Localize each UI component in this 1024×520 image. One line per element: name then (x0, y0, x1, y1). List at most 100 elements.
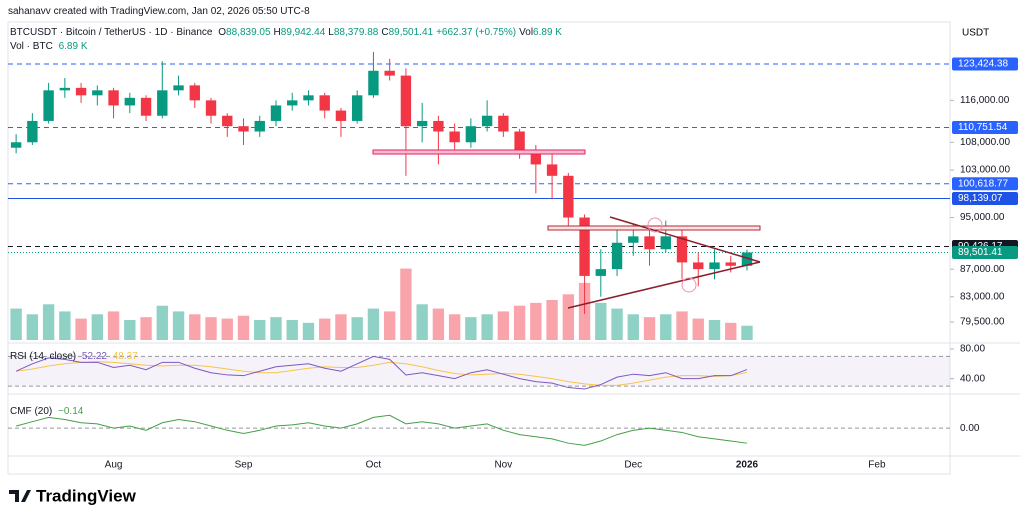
candle-body (27, 120, 38, 143)
volume-value: 6.89 K (58, 41, 88, 52)
volume-bar (611, 308, 623, 340)
legend-value: 88,379.88 (333, 27, 379, 38)
volume-bar (26, 314, 39, 340)
volume-bar (741, 325, 753, 340)
marker-circle (681, 277, 697, 293)
level-label: 100,618.77 (958, 178, 1008, 189)
frame (7, 21, 951, 475)
volume-bar (205, 317, 217, 340)
volume-bar (140, 317, 152, 340)
y-tick-label: 87,000.00 (960, 264, 1005, 275)
logo-mark (9, 490, 31, 502)
candle-body (611, 242, 623, 270)
cmf-value: −0.14 (58, 406, 84, 417)
triangle-line (609, 216, 761, 263)
candle-body (59, 87, 71, 91)
y-tick-label: 79,500.00 (960, 317, 1005, 328)
volume-bar (254, 320, 266, 340)
volume-bar (725, 322, 737, 340)
rsi-title: RSI (14, close) (10, 351, 77, 362)
candle-body (530, 153, 542, 165)
volume-bar (302, 322, 315, 340)
cmf-legend: CMF (20) −0.14 (10, 406, 86, 417)
volume-bar (627, 314, 639, 340)
level-label: 89,501.41 (958, 247, 1003, 258)
level-label: 123,424.38 (958, 59, 1008, 70)
level-label-box (952, 57, 1018, 71)
legend-key: Vol (519, 27, 534, 38)
candle-body (676, 236, 688, 263)
candle-body (368, 70, 379, 96)
candle-body (124, 97, 136, 106)
marker-circle (647, 217, 663, 233)
volume-bar (708, 320, 721, 340)
candle-body (433, 120, 444, 132)
marks: Aug Sep Oct Nov Dec 2026 Feb 116,000.00 108,000.… (8, 51, 1018, 471)
candle-body (563, 175, 574, 218)
volume-bar (416, 304, 428, 340)
candle-body (579, 217, 590, 276)
volume-legend: Vol · BTC 6.89 K (10, 41, 91, 52)
currency: USDT (962, 28, 989, 39)
volume-bar (286, 320, 298, 340)
x-tick-label: Aug (105, 460, 123, 471)
volume-bar (42, 304, 55, 340)
volume-bar (497, 311, 510, 340)
volume-bar (351, 317, 363, 340)
rsi-ma-line (16, 361, 748, 386)
cmf-line (15, 414, 748, 446)
y-tick-label: 40.00 (960, 373, 985, 384)
volume-bar (91, 314, 104, 340)
volume-bar (59, 311, 71, 340)
volume-bar (237, 315, 250, 340)
candle-body (595, 269, 607, 276)
legend-key: L (328, 27, 334, 38)
volume-bar (335, 314, 347, 340)
candle-body (189, 85, 200, 101)
y-tick-label: 103,000.00 (960, 165, 1010, 176)
candle-body (319, 95, 330, 111)
x-tick-label: 2026 (736, 460, 759, 471)
candle-body (254, 120, 265, 132)
y-tick-label: 83,000.00 (960, 291, 1005, 302)
legend-key: O (218, 27, 227, 38)
y-tick-label: 116,000.00 (960, 95, 1010, 106)
volume-bar (546, 300, 558, 340)
zone-drawing (547, 225, 761, 231)
candle-body (660, 236, 671, 250)
level-label-box (952, 191, 1018, 205)
volume-bar (562, 294, 575, 340)
candle-body (741, 252, 753, 266)
legend-key: H (273, 27, 281, 38)
legend-value: 88,839.05 (226, 27, 271, 38)
candle-body (157, 90, 168, 116)
volume-bar (481, 314, 493, 340)
candle-body (75, 87, 87, 96)
volume-bar (270, 317, 282, 340)
candle-body (43, 90, 54, 121)
volume-bar (530, 302, 542, 340)
volume-bar (107, 311, 120, 340)
volume-bar (400, 268, 412, 340)
candle-body (238, 126, 249, 132)
candle-body (400, 75, 412, 127)
x-tick-label: Sep (235, 460, 253, 471)
level-label-box (952, 245, 1018, 259)
candle-body (205, 100, 217, 116)
candle-body (449, 131, 460, 143)
x-tick-label: Oct (366, 460, 382, 471)
candle-body (335, 110, 347, 121)
volume-bar (676, 311, 688, 340)
cmf-title: CMF (20) (10, 406, 53, 417)
candle-body (303, 95, 314, 101)
volume-bar (432, 308, 445, 340)
y-tick-label: 108,000.00 (960, 137, 1010, 148)
candle-body (546, 164, 558, 176)
candle-body (416, 120, 428, 127)
volume-bar (465, 317, 477, 340)
volume-bar (448, 314, 461, 340)
candle-body (481, 115, 493, 127)
candle-body (351, 95, 363, 121)
candle-body (173, 85, 184, 91)
candle-body (709, 262, 720, 270)
